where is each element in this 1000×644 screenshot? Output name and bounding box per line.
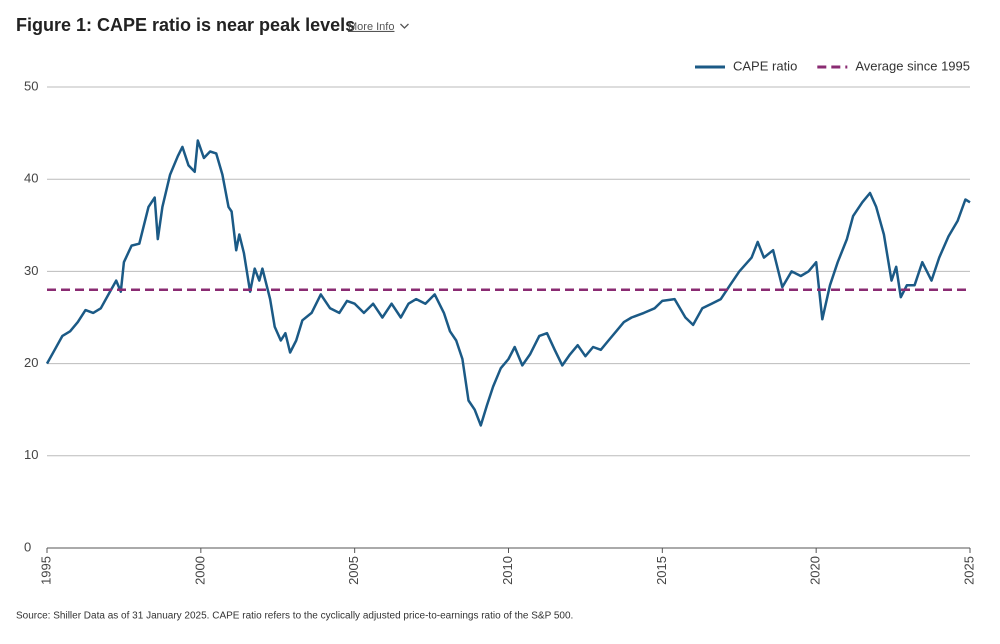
source-note: Source: Shiller Data as of 31 January 20…	[16, 611, 573, 622]
more-info-link[interactable]: More Info	[348, 21, 394, 33]
series-line	[45, 139, 971, 427]
legend-label: Average since 1995	[855, 58, 970, 73]
x-tick-label: 2015	[654, 556, 669, 585]
x-tick-label: 2005	[346, 556, 361, 585]
x-tick-label: 2010	[500, 556, 515, 585]
y-tick-label: 20	[24, 355, 38, 370]
y-tick-label: 50	[24, 78, 38, 93]
x-tick-label: 2020	[808, 556, 823, 585]
y-tick-label: 10	[24, 447, 38, 462]
chart-title: Figure 1: CAPE ratio is near peak levels	[16, 15, 355, 35]
x-tick-label: 2025	[961, 556, 976, 585]
legend-label: CAPE ratio	[733, 58, 797, 73]
y-tick-label: 40	[24, 171, 38, 186]
x-tick-label: 1995	[38, 556, 53, 585]
x-tick-label: 2000	[192, 556, 207, 585]
y-tick-label: 30	[24, 263, 38, 278]
chevron-icon[interactable]	[400, 23, 409, 29]
y-tick-label: 0	[24, 539, 31, 554]
